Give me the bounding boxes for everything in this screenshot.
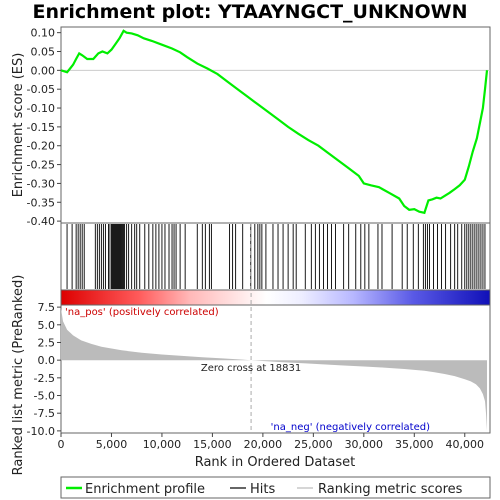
x-tick-label: 5,000 bbox=[96, 438, 128, 451]
x-axis-label: Rank in Ordered Dataset bbox=[195, 455, 356, 470]
es-y-tick-label: -0.05 bbox=[27, 83, 55, 96]
metric-y-tick-label: 0.0 bbox=[38, 354, 56, 367]
zero-cross-label: Zero cross at 18831 bbox=[201, 363, 301, 374]
es-y-tick-label: -0.25 bbox=[27, 159, 55, 172]
es-y-axis-label: Enrichment score (ES) bbox=[11, 53, 26, 198]
x-tick-label: 40,000 bbox=[446, 438, 485, 451]
negative-correlation-label: 'na_neg' (negatively correlated) bbox=[271, 422, 430, 433]
metric-y-tick-label: -2.5 bbox=[34, 372, 55, 385]
metric-y-tick-label: -7.5 bbox=[34, 407, 55, 420]
es-panel: 0.10 0.05 0.00 -0.05 -0.10 -0.15 -0.20 -0.25 -0.… bbox=[11, 26, 491, 228]
es-y-tick-label: 0.10 bbox=[31, 27, 56, 40]
x-axis: 0 5,000 10,000 15,000 20,000 25,000 30,000 35,0… bbox=[58, 433, 485, 451]
metric-y-tick-label: -10.0 bbox=[27, 425, 55, 438]
x-tick-label: 25,000 bbox=[294, 438, 333, 451]
x-tick-label: 15,000 bbox=[193, 438, 232, 451]
es-y-tick-label: 0.05 bbox=[31, 46, 56, 59]
es-y-tick-label: -0.30 bbox=[27, 177, 55, 190]
heat-strip-bar bbox=[60, 289, 491, 306]
enrichment-profile-line bbox=[60, 29, 489, 215]
hits-panel bbox=[60, 222, 491, 291]
metric-y-tick-label: 7.5 bbox=[38, 301, 56, 314]
legend-profile-label: Enrichment profile bbox=[85, 482, 205, 497]
ranking-heat-strip bbox=[60, 289, 491, 306]
metric-y-axis-label: Ranked list metric (PreRanked) bbox=[11, 275, 26, 476]
es-panel-frame bbox=[60, 26, 491, 224]
legend-metric-label: Ranking metric scores bbox=[318, 482, 463, 497]
es-y-tick-label: 0.00 bbox=[31, 64, 56, 77]
legend-frame bbox=[60, 476, 491, 499]
metric-panel: 7.5 5.0 2.5 0.0 -2.5 -5.0 -7.5 -10.0 Zero cross… bbox=[11, 223, 491, 476]
hits-marks bbox=[66, 224, 486, 289]
metric-y-tick-label: 5.0 bbox=[38, 319, 56, 332]
es-y-tick-label: -0.40 bbox=[27, 215, 55, 228]
metric-y-tick-label: -5.0 bbox=[34, 390, 55, 403]
positive-correlation-label: 'na_pos' (positively correlated) bbox=[65, 307, 219, 318]
x-tick-label: 30,000 bbox=[345, 438, 384, 451]
x-tick-label: 10,000 bbox=[143, 438, 182, 451]
x-tick-label: 20,000 bbox=[244, 438, 283, 451]
es-y-tick-label: -0.10 bbox=[27, 102, 55, 115]
chart-title: Enrichment plot: YTAAYNGCT_UNKNOWN bbox=[32, 1, 467, 23]
metric-y-tick-label: 2.5 bbox=[38, 336, 56, 349]
x-tick-label: 0 bbox=[58, 438, 65, 451]
es-y-tick-label: -0.35 bbox=[27, 196, 55, 209]
legend-hits-label: Hits bbox=[250, 482, 275, 497]
legend: Enrichment profile Hits Ranking metric s… bbox=[60, 476, 491, 499]
es-y-axis: 0.10 0.05 0.00 -0.05 -0.10 -0.15 -0.20 -0.25 -0.… bbox=[27, 27, 61, 228]
es-y-tick-label: -0.20 bbox=[27, 140, 55, 153]
es-y-tick-label: -0.15 bbox=[27, 121, 55, 134]
metric-y-axis: 7.5 5.0 2.5 0.0 -2.5 -5.0 -7.5 -10.0 bbox=[27, 301, 61, 438]
x-tick-label: 35,000 bbox=[395, 438, 434, 451]
